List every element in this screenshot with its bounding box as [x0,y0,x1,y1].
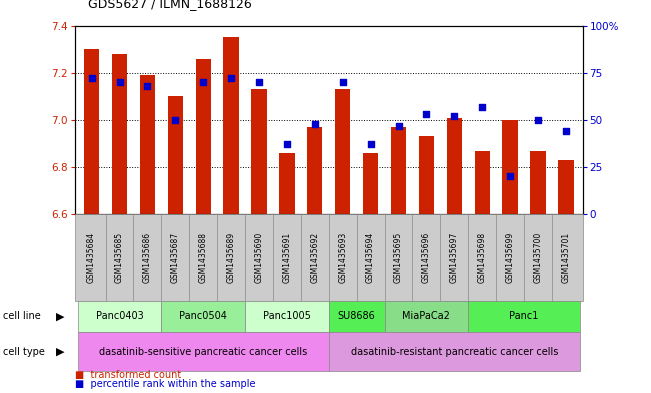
Bar [475,151,490,214]
Bar [419,136,434,214]
Text: GSM1435688: GSM1435688 [199,232,208,283]
Point [310,121,320,127]
Bar [140,75,155,214]
Text: cell line: cell line [3,311,41,321]
Text: Panc1005: Panc1005 [263,311,311,321]
Text: GSM1435698: GSM1435698 [478,232,487,283]
Bar [335,89,350,214]
Point [226,75,236,81]
Text: GSM1435692: GSM1435692 [311,232,319,283]
Bar [363,153,378,214]
Text: SU8686: SU8686 [338,311,376,321]
Bar [279,153,294,214]
Text: MiaPaCa2: MiaPaCa2 [402,311,450,321]
Point [561,128,571,134]
Text: dasatinib-sensitive pancreatic cancer cells: dasatinib-sensitive pancreatic cancer ce… [99,347,307,357]
Text: Panc1: Panc1 [509,311,539,321]
Text: GSM1435693: GSM1435693 [339,232,347,283]
Text: GSM1435696: GSM1435696 [422,232,431,283]
Bar [307,127,322,214]
Point [198,79,208,85]
Text: GSM1435700: GSM1435700 [534,232,542,283]
Text: GSM1435684: GSM1435684 [87,232,96,283]
Point [533,117,543,123]
Text: GSM1435694: GSM1435694 [366,232,375,283]
Bar [84,49,99,214]
Point [115,79,125,85]
Point [170,117,180,123]
Text: GSM1435697: GSM1435697 [450,232,459,283]
Bar [503,120,518,214]
Point [142,83,152,89]
Text: GSM1435701: GSM1435701 [561,232,570,283]
Point [393,122,404,129]
Text: GSM1435691: GSM1435691 [283,232,292,283]
Text: GSM1435689: GSM1435689 [227,232,236,283]
Bar [391,127,406,214]
Point [254,79,264,85]
Point [421,111,432,118]
Text: ▶: ▶ [55,347,64,357]
Text: GSM1435699: GSM1435699 [506,232,514,283]
Text: Panc0403: Panc0403 [96,311,143,321]
Text: GSM1435690: GSM1435690 [255,232,264,283]
Point [365,141,376,147]
Text: GSM1435685: GSM1435685 [115,232,124,283]
Point [449,113,460,119]
Bar [251,89,267,214]
Text: ■  transformed count: ■ transformed count [75,370,181,380]
Point [87,75,97,81]
Text: GDS5627 / ILMN_1688126: GDS5627 / ILMN_1688126 [88,0,252,10]
Text: Panc0504: Panc0504 [179,311,227,321]
Point [505,173,516,180]
Text: ▶: ▶ [55,311,64,321]
Bar [195,59,211,214]
Point [337,79,348,85]
Bar [223,37,239,214]
Text: ■  percentile rank within the sample: ■ percentile rank within the sample [75,378,255,389]
Point [282,141,292,147]
Text: dasatinib-resistant pancreatic cancer cells: dasatinib-resistant pancreatic cancer ce… [351,347,558,357]
Point [477,103,488,110]
Text: GSM1435687: GSM1435687 [171,232,180,283]
Bar [168,96,183,214]
Bar [558,160,574,214]
Text: GSM1435695: GSM1435695 [394,232,403,283]
Bar [112,54,127,214]
Bar [447,118,462,214]
Bar [531,151,546,214]
Text: cell type: cell type [3,347,45,357]
Text: GSM1435686: GSM1435686 [143,232,152,283]
